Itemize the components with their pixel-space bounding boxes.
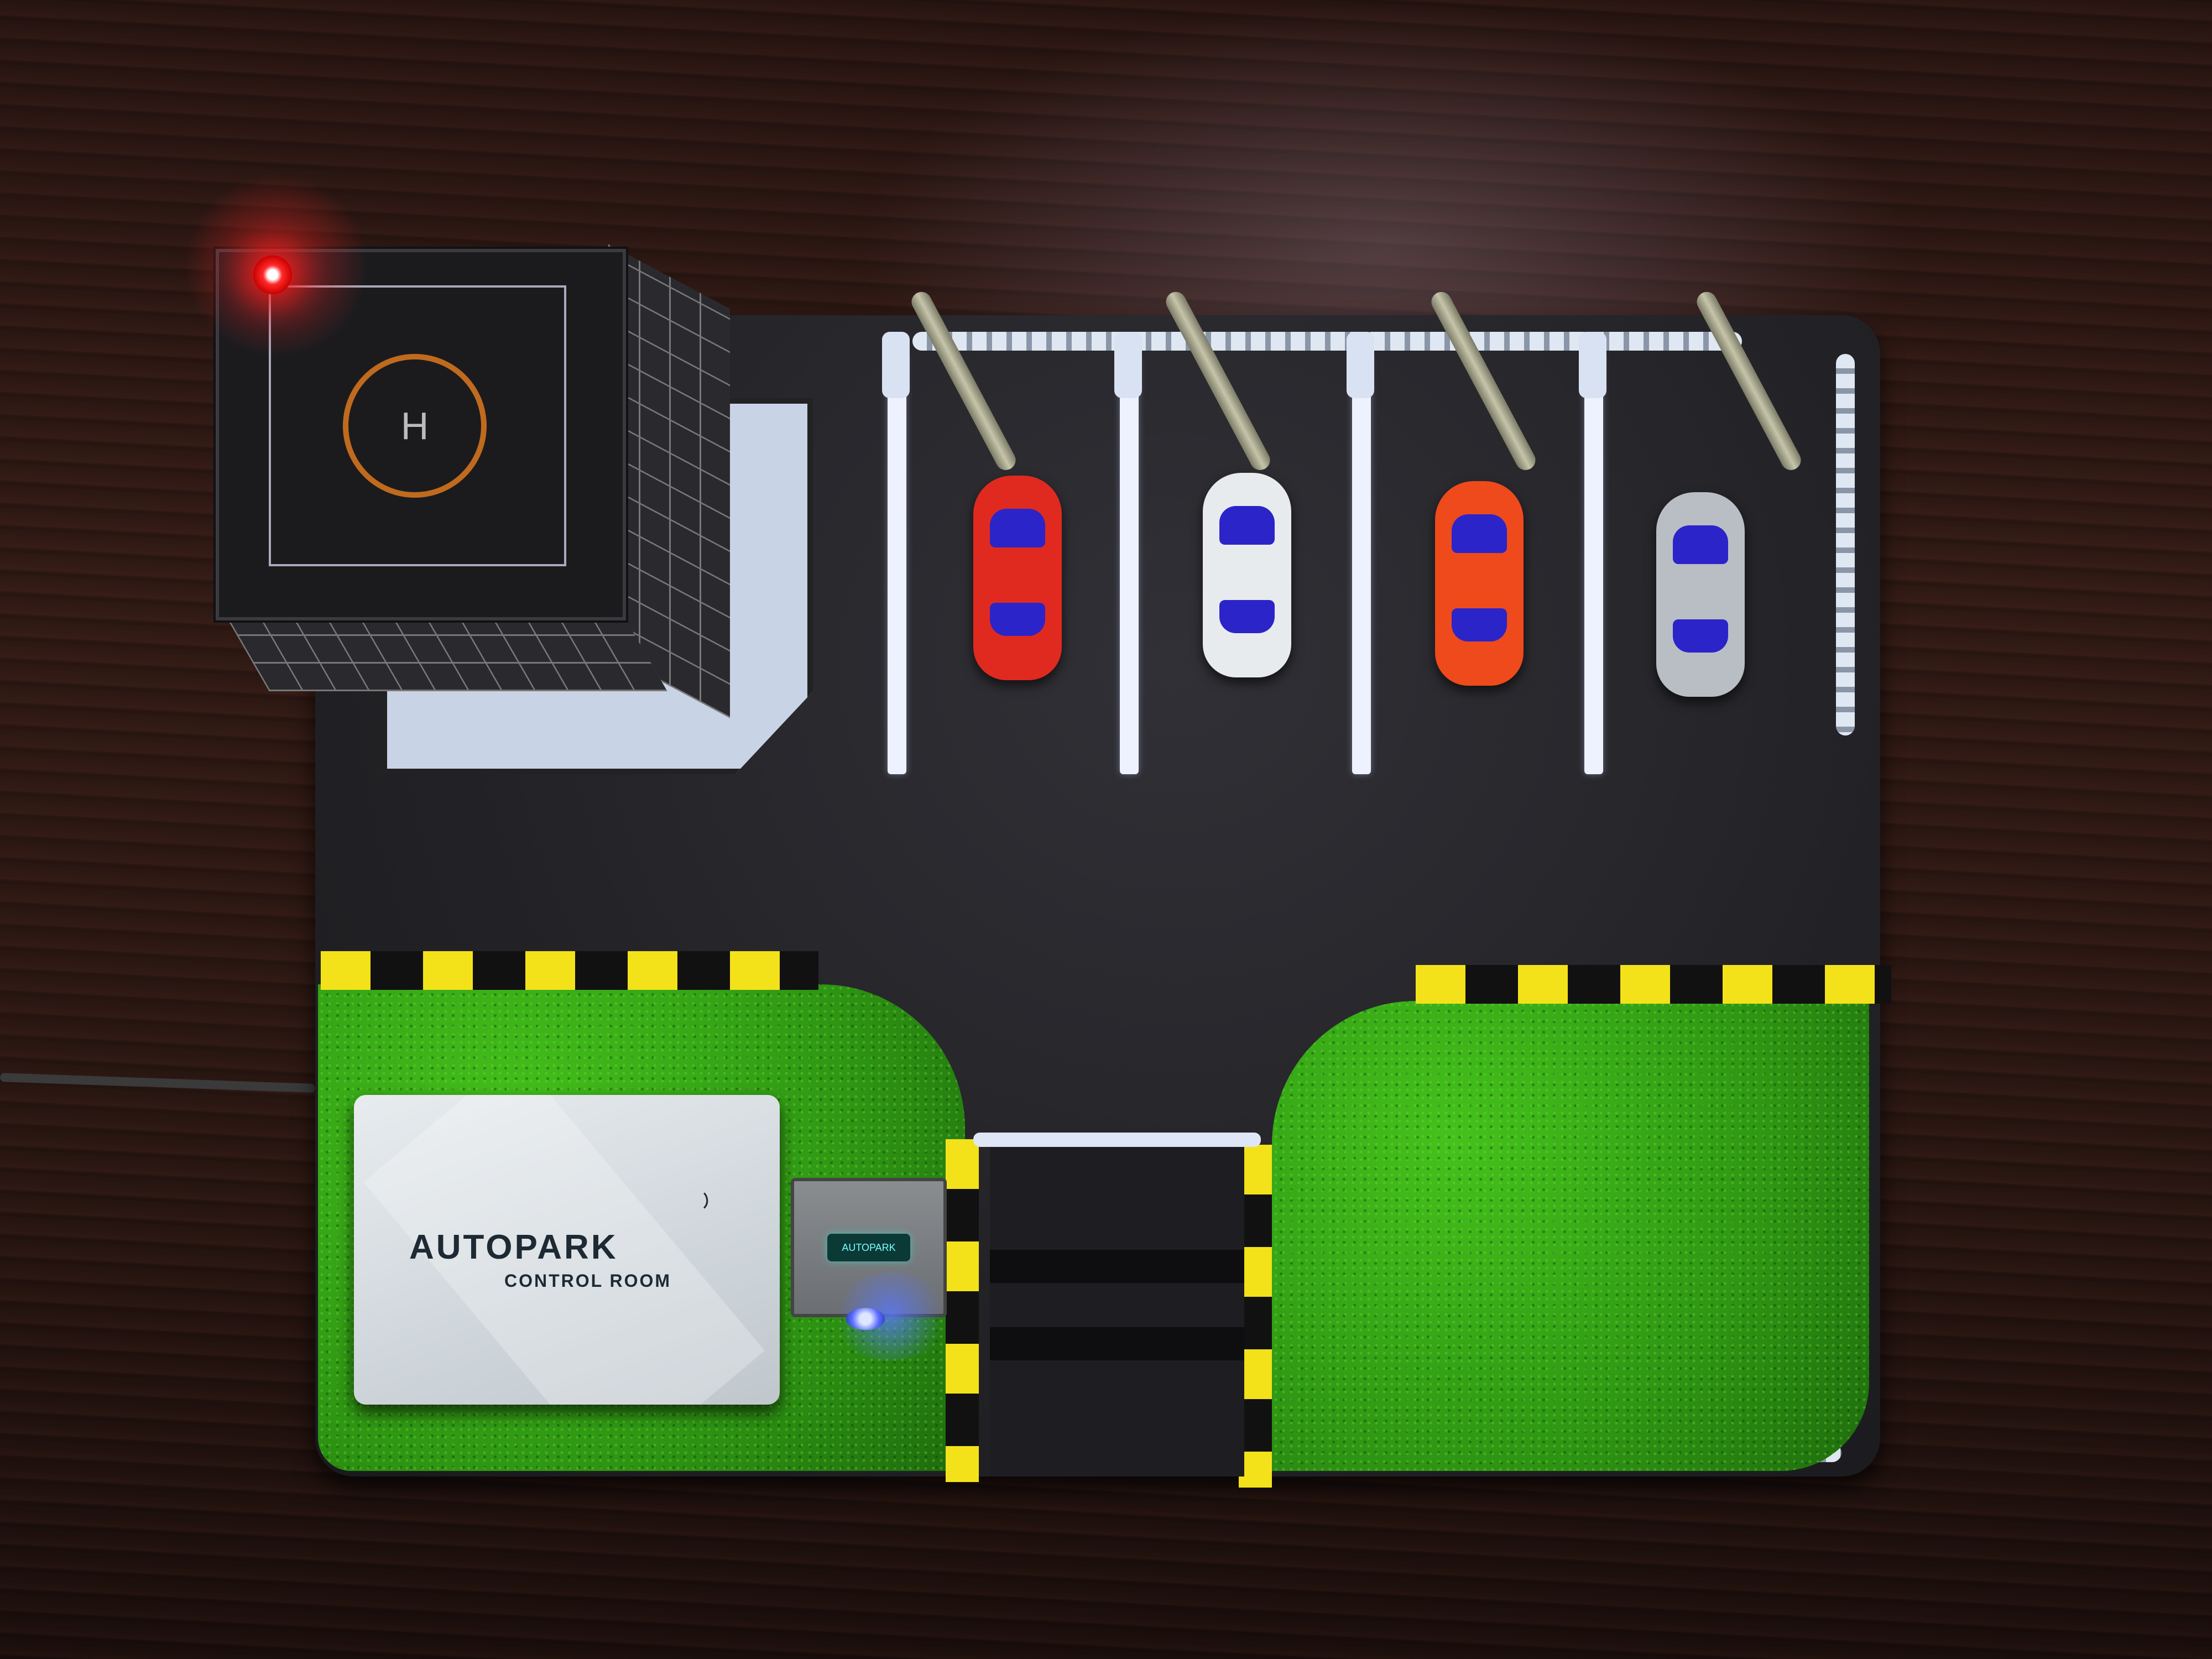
control-room-box: AUTOPARK CONTROL ROOM ◝ <box>354 1095 780 1405</box>
tower-roof: H <box>216 249 626 620</box>
road-marking <box>990 1250 1244 1283</box>
blue-led <box>846 1308 885 1330</box>
car-silver <box>1656 492 1745 697</box>
control-room-subtitle: CONTROL ROOM <box>504 1271 672 1291</box>
car-orange <box>1435 481 1524 686</box>
sensor-display: AUTOPARK <box>827 1234 910 1261</box>
helipad-icon: H <box>343 354 487 498</box>
top-fence <box>912 332 1742 351</box>
curb-left-vertical <box>946 1139 979 1482</box>
parking-stripe <box>1584 354 1603 774</box>
car-red <box>973 476 1062 680</box>
parking-stripe <box>1120 354 1139 774</box>
control-room-title: AUTOPARK <box>409 1228 618 1266</box>
barrier-pole <box>1114 332 1142 398</box>
curb-right-top <box>1416 965 1891 1004</box>
curb-left-top <box>321 951 818 990</box>
parking-stripe <box>1352 354 1371 774</box>
barrier-pole <box>882 332 910 398</box>
tower-front-wall <box>221 608 667 691</box>
red-led <box>253 255 292 294</box>
road-marking <box>990 1327 1244 1360</box>
wireless-icon: ◝ <box>686 1187 718 1219</box>
grass-area-right <box>1272 1001 1869 1471</box>
barrier-pole <box>1347 332 1374 398</box>
gate-sensor-unit: AUTOPARK <box>791 1178 947 1317</box>
entrance-road <box>990 1139 1244 1477</box>
car-white <box>1203 473 1291 677</box>
helipad-border: H <box>269 285 566 566</box>
right-fence-upper <box>1836 354 1855 735</box>
parking-stripe <box>888 354 906 774</box>
curb-right-vertical <box>1239 1145 1272 1488</box>
entrance-gate-bar <box>973 1133 1261 1147</box>
barrier-pole <box>1579 332 1606 398</box>
